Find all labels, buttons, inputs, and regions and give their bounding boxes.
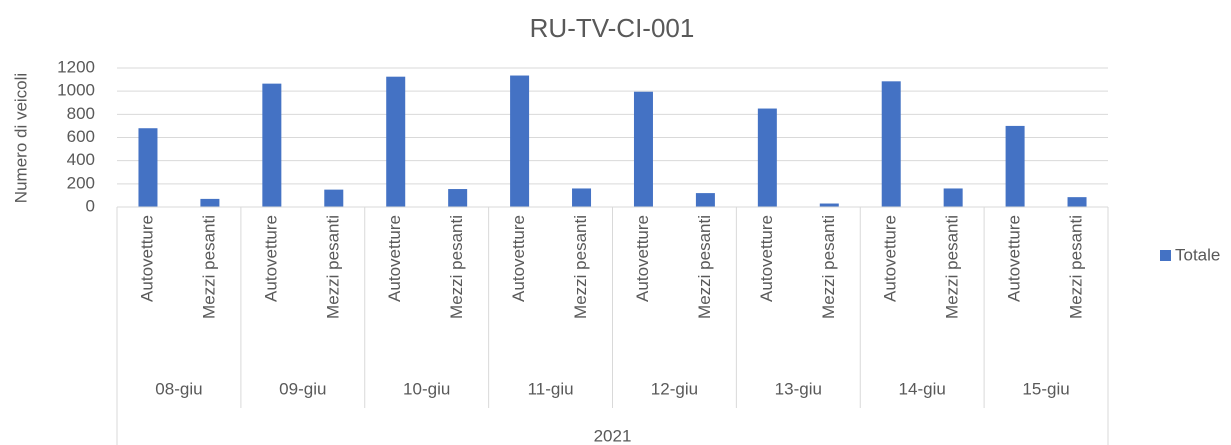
group-label: 14-giu <box>899 379 946 398</box>
y-tick-label: 0 <box>86 196 95 215</box>
y-tick-label: 600 <box>67 127 95 146</box>
bar <box>262 83 282 207</box>
bar <box>695 193 715 207</box>
x-tick-label: Mezzi pesanti <box>695 215 714 319</box>
bar <box>138 128 158 207</box>
bar <box>200 198 220 207</box>
bar <box>510 75 530 207</box>
group-label: 15-giu <box>1022 379 1069 398</box>
y-axis-label: Numero di veicoli <box>11 73 30 203</box>
x-tick-label: Autovetture <box>137 215 156 302</box>
bar <box>572 188 592 207</box>
group-label: 13-giu <box>775 379 822 398</box>
y-tick-label: 1000 <box>57 81 95 100</box>
bar <box>633 91 653 207</box>
group-label: 11-giu <box>528 379 574 398</box>
x-tick-label: Mezzi pesanti <box>323 215 342 319</box>
x-tick-label: Mezzi pesanti <box>447 215 466 319</box>
bar <box>324 189 344 207</box>
group-label: 09-giu <box>279 379 326 398</box>
y-tick-label: 800 <box>67 104 95 123</box>
x-tick-label: Autovetture <box>757 215 776 302</box>
group-label: 10-giu <box>403 379 450 398</box>
bar <box>757 108 777 207</box>
bar <box>1067 197 1087 207</box>
x-tick-label: Autovetture <box>385 215 404 302</box>
y-tick-label: 200 <box>67 173 95 192</box>
bar <box>1005 125 1025 207</box>
chart-title: RU-TV-CI-001 <box>530 13 695 43</box>
group-label: 08-giu <box>155 379 202 398</box>
legend-swatch <box>1160 250 1171 261</box>
bar <box>819 203 839 207</box>
outer-category-label: 2021 <box>594 426 632 445</box>
x-tick-label: Autovetture <box>1005 215 1024 302</box>
bar <box>881 81 901 207</box>
x-tick-label: Mezzi pesanti <box>1067 215 1086 319</box>
legend-label: Totale <box>1175 245 1220 264</box>
bar <box>448 189 468 207</box>
x-tick-label: Mezzi pesanti <box>571 215 590 319</box>
x-tick-label: Autovetture <box>633 215 652 302</box>
x-tick-label: Autovetture <box>261 215 280 302</box>
x-tick-label: Mezzi pesanti <box>199 215 218 319</box>
bar <box>386 76 406 207</box>
y-tick-label: 1200 <box>57 57 95 76</box>
x-tick-label: Mezzi pesanti <box>819 215 838 319</box>
x-tick-label: Autovetture <box>881 215 900 302</box>
group-label: 12-giu <box>651 379 698 398</box>
bar <box>943 188 963 207</box>
x-tick-label: Mezzi pesanti <box>943 215 962 319</box>
y-tick-label: 400 <box>67 150 95 169</box>
x-tick-label: Autovetture <box>509 215 528 302</box>
